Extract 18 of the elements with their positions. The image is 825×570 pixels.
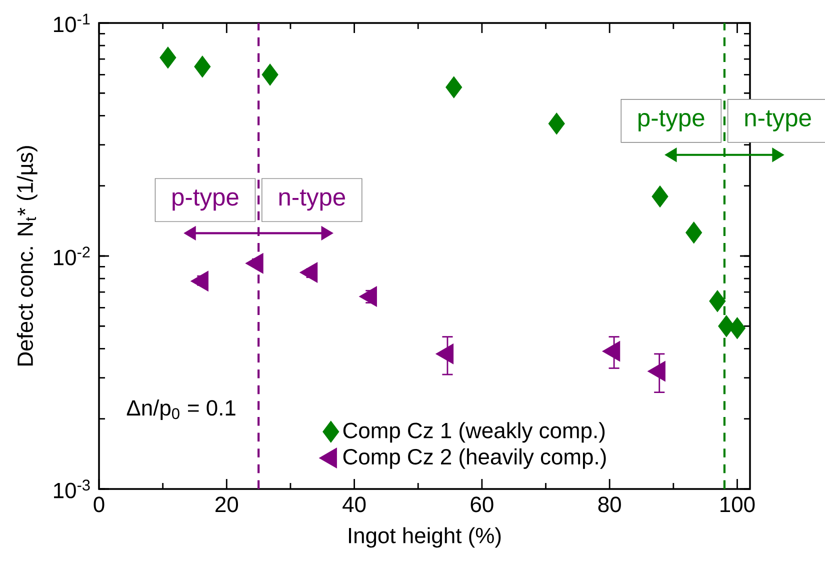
x-tick-label: 40 <box>342 496 366 512</box>
x-tick-label: 80 <box>598 496 621 512</box>
y-tick-label: 10$^{-1}$ <box>54 14 90 32</box>
annotation: p-type <box>172 190 238 211</box>
annotation: Δn/p$_{0}$ = 0.1 <box>126 400 236 420</box>
y-tick-label: 10$^{-3}$ <box>54 480 90 498</box>
x-tick-label: 100 <box>720 496 755 512</box>
x-tick-label: 20 <box>216 496 238 512</box>
x-tick-label: 0 <box>94 496 104 512</box>
legend-label: Comp Cz 1 (weakly comp.) <box>343 422 605 443</box>
y-axis-title: Defect conc. N$_{t}$* (1/µs) <box>16 146 38 366</box>
y-tick-label: 10$^{-2}$ <box>54 246 90 266</box>
annotation: n-type <box>279 190 346 211</box>
legend-label: Comp Cz 2 (heavily comp.) <box>343 448 606 469</box>
x-axis-title: Ingot height (%) <box>349 527 501 548</box>
annotation: n-type <box>745 110 811 132</box>
annotation: p-type <box>638 110 704 132</box>
x-tick-label: 60 <box>470 496 494 512</box>
